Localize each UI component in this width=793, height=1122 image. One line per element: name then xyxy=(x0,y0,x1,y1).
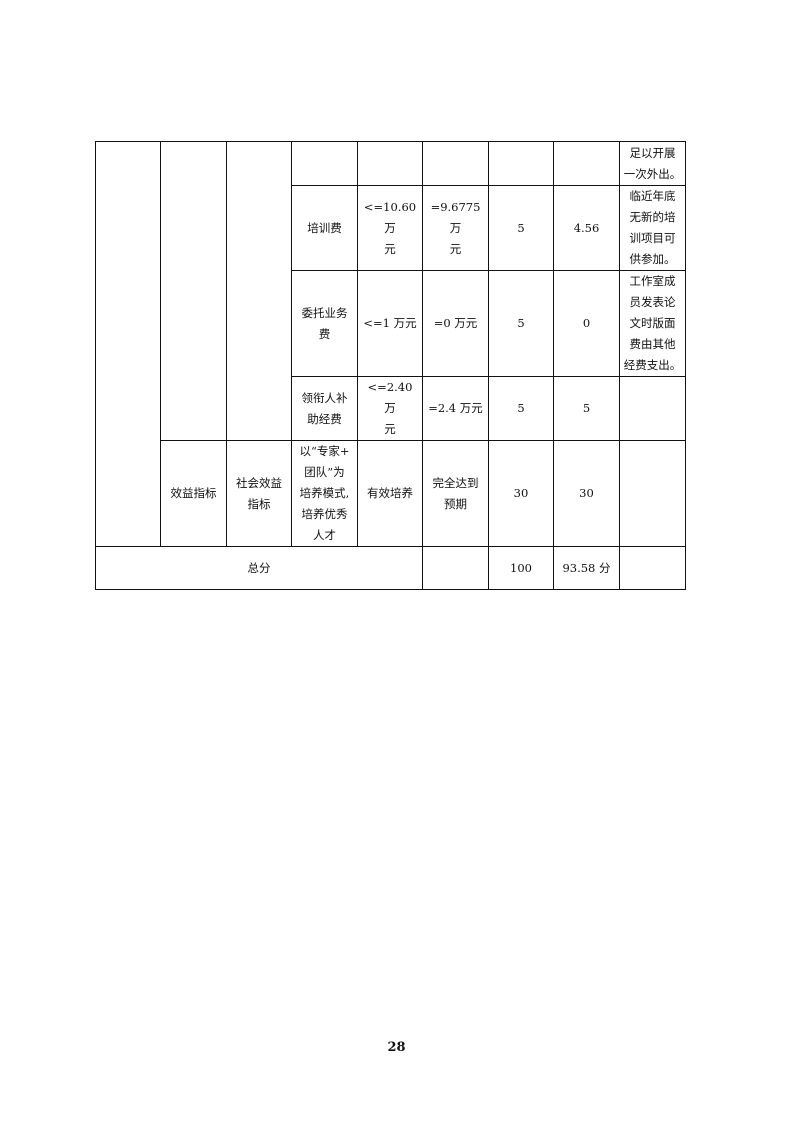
table-cell: 30 xyxy=(553,440,620,547)
table-cell: =2.4 万元 xyxy=(422,376,489,441)
table-cell xyxy=(488,141,554,186)
table-cell: <=2.40 万 元 xyxy=(357,376,423,441)
table-row: 委托业务 费 <=1 万元 =0 万元 5 0 工作室成 员发表论 文时版面 费… xyxy=(96,270,686,377)
table-row: 领衔人补 助经费 <=2.40 万 元 =2.4 万元 5 5 xyxy=(96,376,686,441)
table-cell: 5 xyxy=(488,270,554,377)
table-cell xyxy=(619,440,686,547)
total-label: 总分 xyxy=(95,546,423,590)
total-score: 100 xyxy=(488,546,554,590)
table-cell: 以“专家+ 团队”为 培养模式, 培养优秀 人才 xyxy=(291,440,358,547)
table-cell: 完全达到 预期 xyxy=(422,440,489,547)
table-cell: 5 xyxy=(488,376,554,441)
total-actual-score: 93.58 分 xyxy=(553,546,620,590)
table-cell: 5 xyxy=(488,185,554,271)
total-note xyxy=(619,546,686,590)
table-cell: 领衔人补 助经费 xyxy=(291,376,358,441)
performance-table: 足以开展 一次外出。 培训费 <=10.60 万 元 =9.6775 万 元 5… xyxy=(95,141,686,590)
table-cell: =0 万元 xyxy=(422,270,489,377)
table-cell xyxy=(95,141,161,547)
table-cell: 5 xyxy=(553,376,620,441)
table-cell xyxy=(553,141,620,186)
table-row: 培训费 <=10.60 万 元 =9.6775 万 元 5 4.56 临近年底 … xyxy=(96,185,686,271)
table-cell: 4.56 xyxy=(553,185,620,271)
table-cell xyxy=(619,376,686,441)
table-row: 效益指标 社会效益 指标 以“专家+ 团队”为 培养模式, 培养优秀 人才 有效… xyxy=(96,440,686,547)
table-cell: 培训费 xyxy=(291,185,358,271)
table-cell: =9.6775 万 元 xyxy=(422,185,489,271)
table-cell xyxy=(357,141,423,186)
table-cell xyxy=(160,141,227,441)
table-cell: <=1 万元 xyxy=(357,270,423,377)
table-cell: 0 xyxy=(553,270,620,377)
table-cell: 临近年底 无新的培 训项目可 供参加。 xyxy=(619,185,686,271)
table-cell: 工作室成 员发表论 文时版面 费由其他 经费支出。 xyxy=(619,270,686,377)
table-cell xyxy=(422,141,489,186)
table-row: 足以开展 一次外出。 xyxy=(95,141,686,547)
table-cell: 有效培养 xyxy=(357,440,423,547)
table-cell: <=10.60 万 元 xyxy=(357,185,423,271)
table-cell: 委托业务 费 xyxy=(291,270,358,377)
total-row: 总分 100 93.58 分 xyxy=(95,546,686,590)
table-cell xyxy=(226,141,292,441)
page-number: 28 xyxy=(387,1040,406,1055)
table-cell xyxy=(291,141,358,186)
table-cell: 足以开展 一次外出。 xyxy=(619,141,686,186)
table-cell: 效益指标 xyxy=(160,440,227,547)
total-blank-cell xyxy=(422,546,489,590)
table-cell: 社会效益 指标 xyxy=(226,440,292,547)
table-cell: 30 xyxy=(488,440,554,547)
